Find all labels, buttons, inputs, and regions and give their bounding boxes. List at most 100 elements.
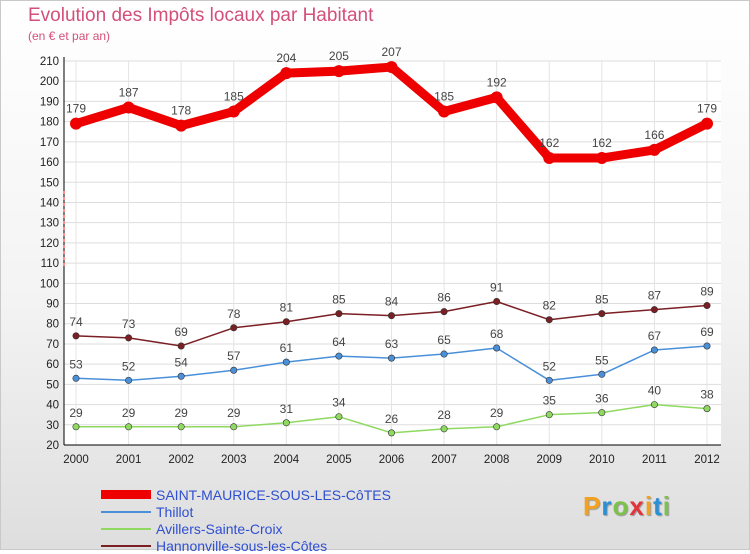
data-label: 78	[227, 307, 241, 321]
data-label: 69	[174, 325, 188, 339]
data-label: 29	[490, 406, 504, 420]
data-point	[387, 354, 395, 362]
y-tick-label: 200	[40, 76, 59, 88]
data-point	[72, 374, 80, 382]
chart-subtitle: (en € et par an)	[28, 29, 111, 43]
data-label: 204	[276, 51, 296, 65]
data-point	[72, 332, 80, 340]
data-point	[230, 423, 238, 431]
data-label: 86	[437, 291, 451, 305]
data-point	[230, 366, 238, 374]
data-point	[701, 117, 713, 130]
legend-label: Hannonville-sous-les-Côtes	[156, 537, 328, 554]
data-point	[282, 358, 290, 366]
data-point	[440, 425, 448, 433]
x-tick-label: 2012	[694, 454, 720, 466]
data-label: 205	[329, 49, 349, 63]
data-label: 29	[122, 406, 136, 420]
data-label: 185	[224, 90, 244, 104]
data-label: 85	[595, 293, 609, 307]
data-point	[125, 423, 133, 431]
data-label: 179	[697, 102, 717, 116]
data-point	[177, 372, 185, 380]
y-tick-label: 40	[46, 400, 59, 412]
y-tick-label: 80	[46, 319, 59, 331]
data-point	[332, 65, 345, 78]
data-point	[440, 350, 448, 358]
data-point	[175, 119, 188, 132]
data-label: 82	[543, 299, 557, 313]
data-point	[545, 376, 553, 384]
y-tick-label: 160	[40, 157, 59, 169]
data-point	[703, 302, 711, 310]
data-label: 53	[69, 357, 83, 371]
data-point	[72, 423, 80, 431]
legend-item: Avillers-Sainte-Croix	[101, 520, 391, 537]
y-tick-label: 140	[40, 197, 59, 209]
y-tick-label: 20	[46, 440, 59, 452]
data-label: 166	[644, 128, 664, 142]
y-tick-label: 130	[40, 218, 59, 230]
data-label: 29	[69, 406, 83, 420]
data-label: 28	[437, 408, 451, 422]
legend-item: SAINT-MAURICE-SOUS-LES-CôTES	[101, 486, 391, 503]
y-tick-label: 90	[46, 299, 59, 311]
data-point	[493, 344, 501, 352]
y-tick-label: 100	[40, 278, 59, 290]
brand-logo: Proxiti	[583, 491, 671, 521]
x-tick-label: 2008	[484, 454, 510, 466]
x-tick-label: 2011	[642, 454, 667, 466]
data-point	[282, 318, 290, 326]
data-label: 52	[122, 359, 136, 373]
data-point	[387, 429, 395, 437]
data-label: 34	[332, 396, 346, 410]
data-label: 57	[227, 349, 241, 363]
data-label: 187	[119, 85, 139, 99]
data-point	[125, 334, 133, 342]
data-label: 67	[648, 329, 662, 343]
x-tick-label: 2000	[63, 454, 89, 466]
data-point	[490, 91, 503, 104]
y-tick-label: 210	[40, 56, 59, 68]
x-tick-label: 2009	[536, 454, 562, 466]
y-tick-label: 120	[40, 238, 59, 250]
data-label: 40	[648, 384, 662, 398]
data-label: 29	[174, 406, 188, 420]
data-point	[545, 316, 553, 324]
data-label: 74	[69, 315, 83, 329]
data-label: 85	[332, 293, 346, 307]
data-label: 54	[174, 355, 188, 369]
data-point	[543, 152, 556, 165]
x-tick-label: 2002	[168, 454, 194, 466]
data-point	[335, 352, 343, 360]
legend-label: SAINT-MAURICE-SOUS-LES-CôTES	[156, 486, 391, 503]
data-point	[227, 105, 240, 118]
data-point	[650, 346, 658, 354]
legend-swatch	[101, 510, 151, 513]
y-tick-label: 70	[46, 339, 59, 351]
data-label: 185	[434, 90, 454, 104]
data-label: 69	[700, 325, 714, 339]
data-label: 52	[543, 359, 557, 373]
data-label: 178	[171, 104, 191, 118]
y-tick-label: 60	[46, 359, 59, 371]
data-point	[703, 405, 711, 413]
data-point	[70, 117, 82, 130]
data-label: 55	[595, 353, 609, 367]
legend-label: Avillers-Sainte-Croix	[156, 520, 283, 537]
data-label: 179	[66, 102, 86, 116]
data-label: 31	[280, 402, 294, 416]
data-label: 91	[490, 281, 504, 295]
data-label: 207	[381, 45, 401, 59]
data-label: 26	[385, 412, 399, 426]
legend: SAINT-MAURICE-SOUS-LES-CôTES Thillot Avill…	[101, 486, 391, 554]
y-tick-label: 150	[40, 177, 59, 189]
data-point	[598, 409, 606, 417]
data-point	[177, 423, 185, 431]
y-tick-label: 30	[46, 420, 59, 432]
data-point	[648, 143, 661, 156]
data-label: 84	[385, 295, 399, 309]
x-tick-label: 2007	[431, 454, 457, 466]
data-label: 61	[280, 341, 294, 355]
